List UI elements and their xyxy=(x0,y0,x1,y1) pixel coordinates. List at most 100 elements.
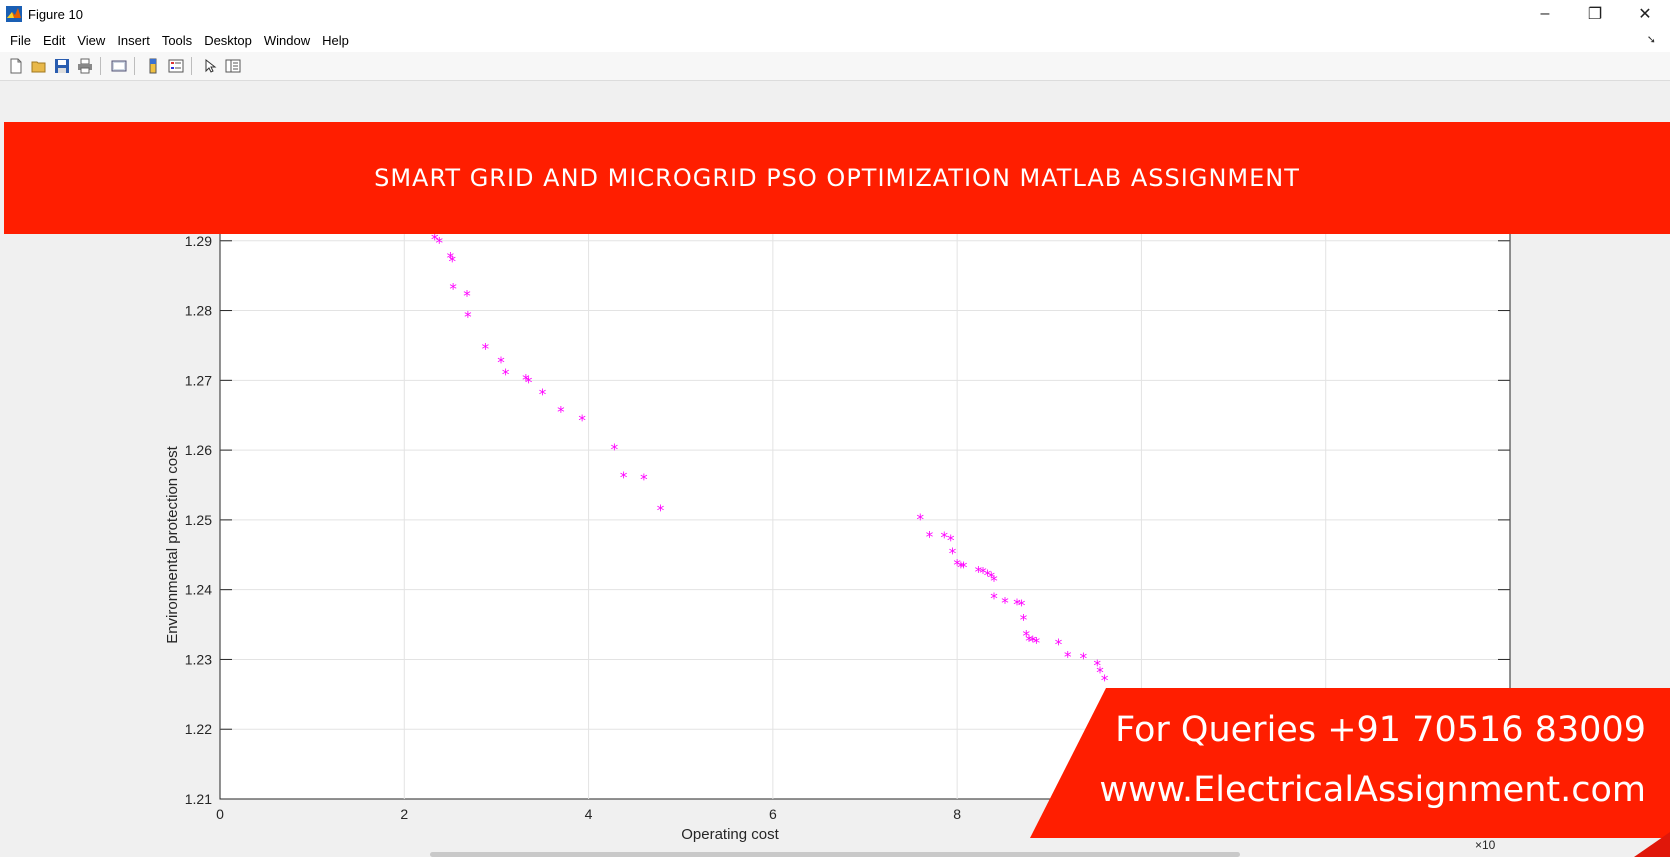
menu-view[interactable]: View xyxy=(77,32,106,48)
data-point: * xyxy=(502,365,510,383)
print-icon[interactable] xyxy=(75,56,95,76)
x-tick-label: 2 xyxy=(400,806,408,822)
data-point: * xyxy=(990,589,998,607)
x-tick-label: 6 xyxy=(769,806,777,822)
x-tick-label: 4 xyxy=(585,806,593,822)
data-point: * xyxy=(497,353,505,371)
save-icon[interactable] xyxy=(52,56,72,76)
y-tick-label: 1.22 xyxy=(185,721,212,737)
minimize-button[interactable]: – xyxy=(1540,5,1550,22)
x-tick-label: 8 xyxy=(953,806,961,822)
data-point: * xyxy=(436,234,444,252)
menu-insert[interactable]: Insert xyxy=(117,32,150,48)
colorbar-icon[interactable] xyxy=(143,56,163,76)
data-point: * xyxy=(657,501,665,519)
dock-arrow-icon[interactable]: ➘ xyxy=(1646,34,1656,46)
data-point: * xyxy=(1080,649,1088,667)
window-title: Figure 10 xyxy=(28,6,83,22)
data-point: * xyxy=(940,529,948,547)
data-point: * xyxy=(431,231,439,249)
menu-edit[interactable]: Edit xyxy=(42,32,66,48)
toolbar-separator xyxy=(100,57,101,75)
data-point: * xyxy=(1013,596,1021,614)
data-point: * xyxy=(1023,627,1031,645)
data-point: * xyxy=(447,249,455,267)
data-point: * xyxy=(990,572,998,590)
data-point: * xyxy=(949,545,957,563)
data-point: * xyxy=(1018,596,1026,614)
new-figure-icon[interactable] xyxy=(6,56,26,76)
title-bar: Figure 10 – ❐ ✕ xyxy=(0,0,1670,28)
data-point: * xyxy=(1101,672,1109,690)
data-point: * xyxy=(611,441,619,459)
close-button[interactable]: ✕ xyxy=(1638,6,1652,23)
x-tick-label: 0 xyxy=(216,806,224,822)
data-point: * xyxy=(557,403,565,421)
data-point: * xyxy=(539,386,547,404)
y-tick-label: 1.29 xyxy=(185,233,212,249)
data-point: * xyxy=(947,531,955,549)
menu-bar: File Edit View Insert Tools Desktop Wind… xyxy=(0,28,1670,52)
y-tick-labels: 1.21 1.22 1.23 1.24 1.25 1.26 1.27 1.28 1.29 xyxy=(185,233,212,807)
toolbar-separator xyxy=(191,57,192,75)
data-point: * xyxy=(979,564,987,582)
toolbar-separator xyxy=(134,57,135,75)
property-inspector-icon[interactable] xyxy=(223,56,243,76)
menu-window[interactable]: Window xyxy=(263,32,311,48)
data-point: * xyxy=(975,563,983,581)
restore-button[interactable]: ❐ xyxy=(1587,6,1603,23)
data-point: * xyxy=(640,471,648,489)
y-tick-label: 1.25 xyxy=(185,512,212,528)
data-point: * xyxy=(957,559,965,577)
contact-website[interactable]: www.ElectricalAssignment.com xyxy=(1099,770,1646,810)
x-axis-exponent: ×10 xyxy=(1475,838,1496,852)
data-point: * xyxy=(984,566,992,584)
scrollbar[interactable] xyxy=(430,852,1240,857)
menu-desktop[interactable]: Desktop xyxy=(204,32,252,48)
data-point: * xyxy=(620,469,628,487)
data-point: * xyxy=(1029,633,1037,651)
data-point: * xyxy=(448,252,456,270)
data-point: * xyxy=(463,287,471,305)
y-tick-label: 1.21 xyxy=(185,791,212,807)
data-point: * xyxy=(1055,635,1063,653)
data-point: * xyxy=(482,340,490,358)
banner-text: SMART GRID AND MICROGRID PSO OPTIMIZATIO… xyxy=(374,164,1300,192)
data-point: * xyxy=(917,510,925,528)
x-tick-labels: 0 2 4 6 8 xyxy=(216,806,961,822)
data-point: * xyxy=(464,308,472,326)
data-point: * xyxy=(1020,611,1028,629)
y-tick-label: 1.26 xyxy=(185,442,212,458)
data-point: * xyxy=(960,559,968,577)
data-point: * xyxy=(525,374,533,392)
data-point: * xyxy=(522,371,530,389)
data-point: * xyxy=(926,528,934,546)
title-banner: SMART GRID AND MICROGRID PSO OPTIMIZATIO… xyxy=(4,122,1670,234)
data-point: * xyxy=(578,411,586,429)
y-axis-label: Environmental protection cost xyxy=(164,445,181,643)
data-point: * xyxy=(449,280,457,298)
matlab-icon xyxy=(6,6,22,22)
data-point: * xyxy=(1096,663,1104,681)
data-point: * xyxy=(1064,648,1072,666)
menu-file[interactable]: File xyxy=(10,32,31,48)
link-plot-icon[interactable] xyxy=(109,56,129,76)
menu-help[interactable]: Help xyxy=(322,32,349,48)
figure-toolbar xyxy=(0,52,1670,81)
data-point: * xyxy=(1093,656,1101,674)
y-tick-label: 1.24 xyxy=(185,582,212,598)
data-point: * xyxy=(1025,632,1033,650)
legend-icon[interactable] xyxy=(166,56,186,76)
contact-box: For Queries +91 70516 83009 www.Electric… xyxy=(1030,688,1670,838)
data-point: * xyxy=(1033,634,1041,652)
contact-phone: For Queries +91 70516 83009 xyxy=(1115,710,1646,750)
window-controls: – ❐ ✕ xyxy=(1520,0,1670,28)
y-tick-label: 1.23 xyxy=(185,651,212,667)
menu-tools[interactable]: Tools xyxy=(161,32,193,48)
open-file-icon[interactable] xyxy=(29,56,49,76)
x-axis-label: Operating cost xyxy=(681,826,779,843)
y-tick-label: 1.27 xyxy=(185,372,212,388)
y-tick-label: 1.28 xyxy=(185,303,212,319)
edit-plot-icon[interactable] xyxy=(200,56,220,76)
